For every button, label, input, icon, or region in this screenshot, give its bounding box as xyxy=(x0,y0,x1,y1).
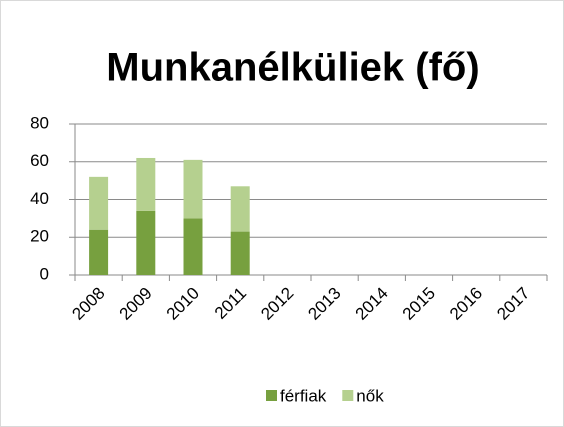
chart-title: Munkanélküliek (fő) xyxy=(106,46,479,90)
bar-segment xyxy=(136,157,156,211)
y-tick-label: 80 xyxy=(30,113,49,132)
bar-segment xyxy=(183,159,203,219)
legend-label: férfiak xyxy=(280,386,327,405)
y-tick-label: 60 xyxy=(30,151,49,170)
legend-swatch xyxy=(266,390,277,401)
legend-swatch xyxy=(342,390,354,401)
legend-label: nők xyxy=(356,386,384,405)
bar-segment xyxy=(89,176,109,230)
bar-segment xyxy=(230,186,250,232)
bar-segment xyxy=(183,218,203,275)
y-tick-label: 0 xyxy=(40,264,49,283)
y-tick-label: 20 xyxy=(30,227,49,246)
bar-segment xyxy=(230,231,250,275)
y-tick-label: 40 xyxy=(30,189,49,208)
bar-segment xyxy=(136,210,156,275)
bar-segment xyxy=(89,229,109,275)
